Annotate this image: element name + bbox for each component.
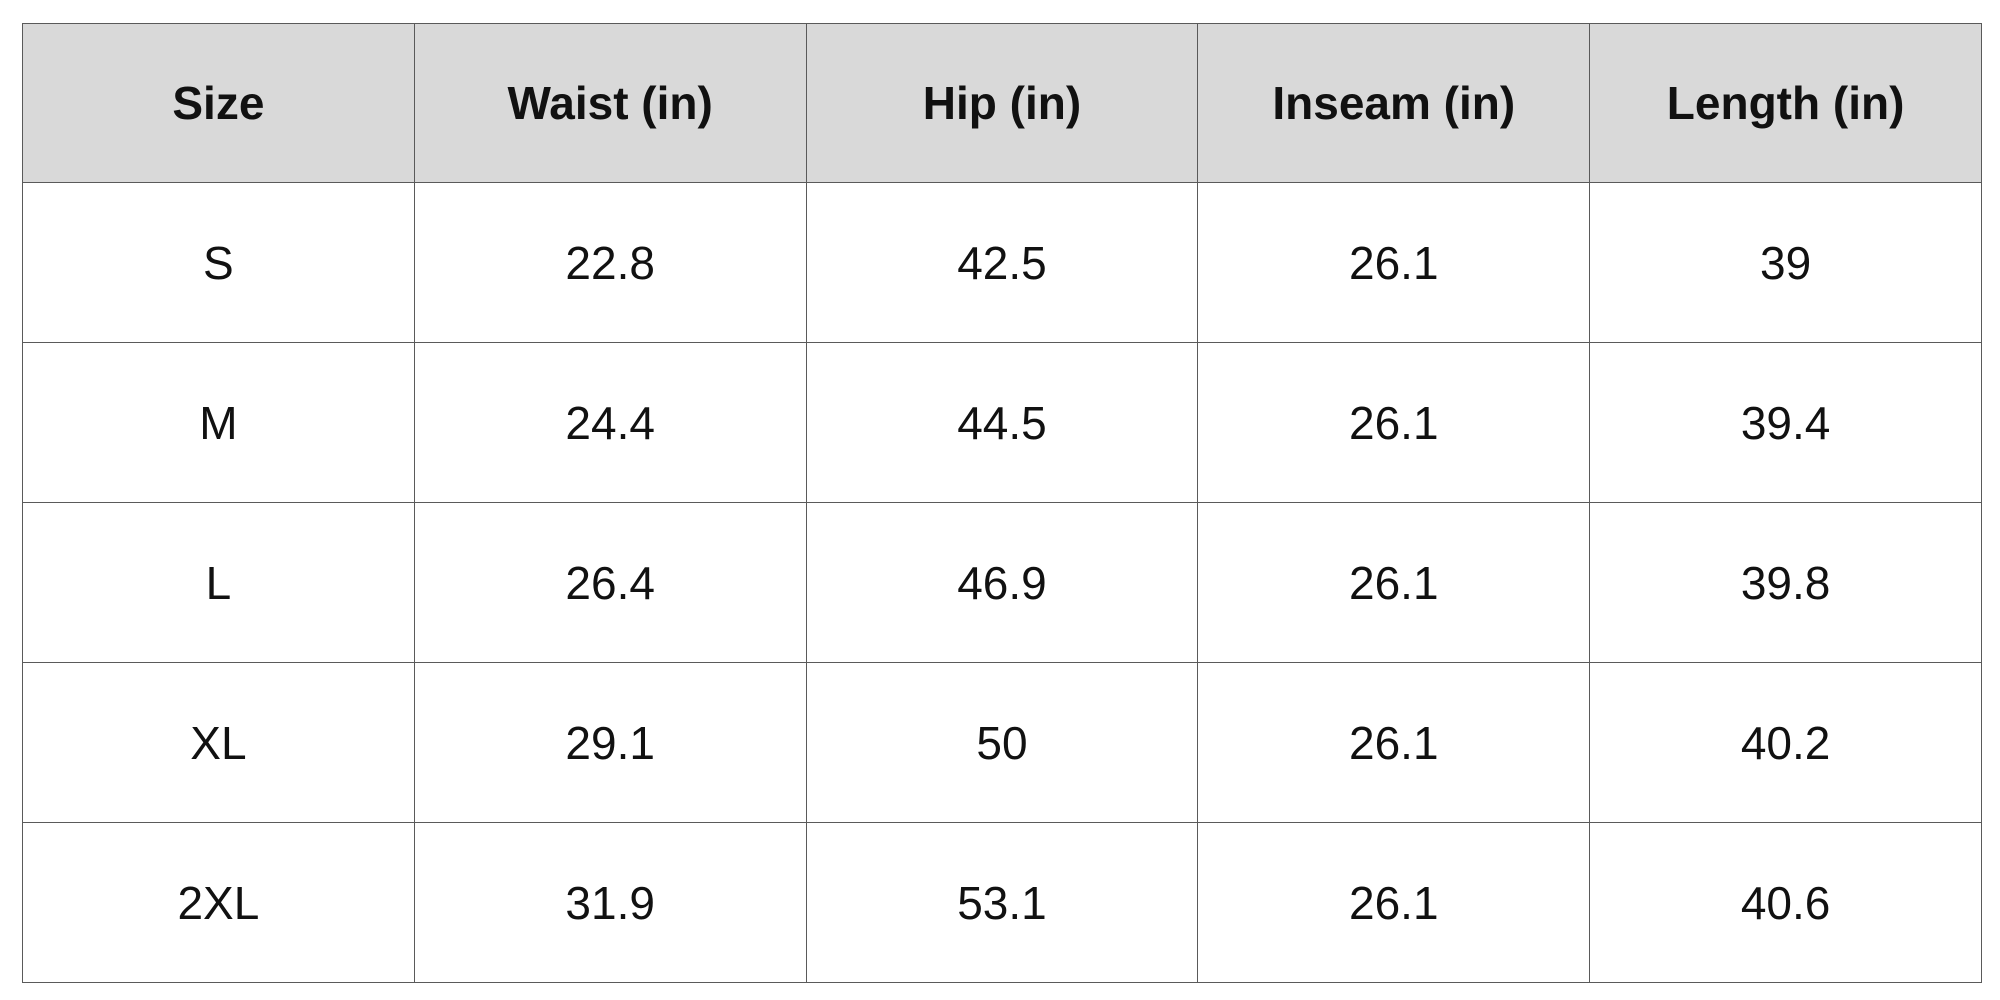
cell-inseam: 26.1	[1197, 502, 1591, 663]
column-header-length: Length (in)	[1589, 23, 1982, 183]
size-chart-table: Size Waist (in) Hip (in) Inseam (in) Len…	[22, 23, 1982, 983]
cell-hip: 42.5	[805, 182, 1199, 343]
cell-hip: 50	[805, 662, 1199, 823]
cell-inseam: 26.1	[1197, 182, 1591, 343]
header-row: Size Waist (in) Hip (in) Inseam (in) Len…	[22, 23, 1982, 183]
cell-waist: 22.8	[413, 182, 807, 343]
table-row: L 26.4 46.9 26.1 39.8	[22, 502, 1982, 663]
table-row: 2XL 31.9 53.1 26.1 40.6	[22, 822, 1982, 983]
table-header: Size Waist (in) Hip (in) Inseam (in) Len…	[22, 23, 1982, 183]
cell-hip: 53.1	[805, 822, 1199, 983]
cell-length: 39.8	[1589, 502, 1982, 663]
cell-length: 39	[1589, 182, 1982, 343]
cell-waist: 26.4	[413, 502, 807, 663]
cell-size: XL	[22, 662, 415, 823]
cell-hip: 46.9	[805, 502, 1199, 663]
cell-size: L	[22, 502, 415, 663]
column-header-inseam: Inseam (in)	[1197, 23, 1591, 183]
cell-waist: 29.1	[413, 662, 807, 823]
column-header-size: Size	[22, 23, 415, 183]
cell-inseam: 26.1	[1197, 822, 1591, 983]
cell-length: 39.4	[1589, 342, 1982, 503]
cell-hip: 44.5	[805, 342, 1199, 503]
cell-length: 40.6	[1589, 822, 1982, 983]
cell-size: M	[22, 342, 415, 503]
table-row: S 22.8 42.5 26.1 39	[22, 182, 1982, 343]
cell-waist: 24.4	[413, 342, 807, 503]
table-row: XL 29.1 50 26.1 40.2	[22, 662, 1982, 823]
column-header-hip: Hip (in)	[805, 23, 1199, 183]
column-header-waist: Waist (in)	[413, 23, 807, 183]
cell-waist: 31.9	[413, 822, 807, 983]
cell-inseam: 26.1	[1197, 342, 1591, 503]
cell-size: S	[22, 182, 415, 343]
table-body: S 22.8 42.5 26.1 39 M 24.4 44.5 26.1 39.…	[22, 182, 1982, 983]
cell-length: 40.2	[1589, 662, 1982, 823]
cell-size: 2XL	[22, 822, 415, 983]
table-row: M 24.4 44.5 26.1 39.4	[22, 342, 1982, 503]
cell-inseam: 26.1	[1197, 662, 1591, 823]
